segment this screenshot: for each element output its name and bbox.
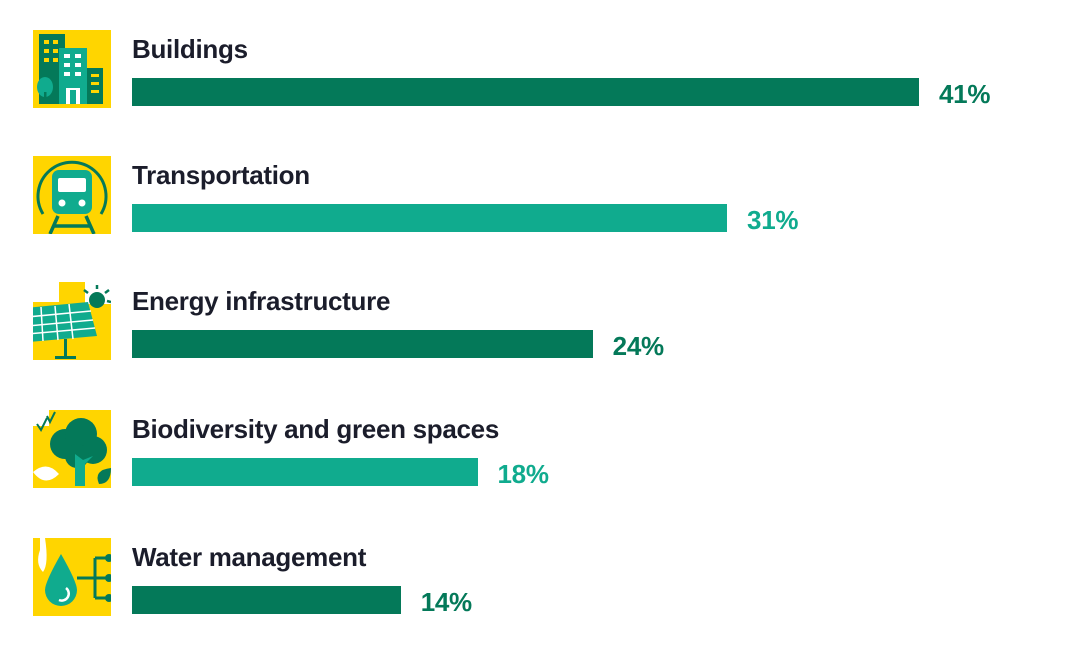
- bar-water-management: [132, 586, 401, 614]
- bar-energy-infrastructure: [132, 330, 593, 358]
- tree-icon: [33, 410, 111, 488]
- category-label: Water management: [132, 542, 367, 572]
- bar-row-energy-infrastructure: Energy infrastructure 24%: [0, 282, 1074, 392]
- category-label: Buildings: [132, 34, 248, 64]
- value-label-water-management: 14%: [420, 587, 472, 617]
- bar-biodiversity-and-green-spaces: [132, 458, 478, 486]
- value-label-buildings: 41%: [939, 79, 991, 109]
- bar-row-biodiversity-and-green-spaces: Biodiversity and green spaces 18%: [0, 410, 1074, 520]
- buildings-icon: [33, 30, 111, 108]
- solar-panel-icon: [33, 282, 111, 360]
- train-icon: [33, 156, 111, 234]
- bar-transportation: [132, 204, 728, 232]
- water-drop-icon: [33, 538, 111, 616]
- bar-row-transportation: Transportation 31%: [0, 156, 1074, 266]
- value-label-biodiversity-and-green-spaces: 18%: [497, 459, 549, 489]
- category-label: Energy infrastructure: [132, 286, 391, 316]
- category-label: Transportation: [132, 160, 310, 190]
- value-label-energy-infrastructure: 24%: [612, 331, 664, 361]
- category-label: Biodiversity and green spaces: [132, 414, 500, 444]
- bar-row-buildings: Buildings 41%: [0, 30, 1074, 140]
- value-label-transportation: 31%: [747, 205, 799, 235]
- bar-buildings: [132, 78, 919, 106]
- bar-row-water-management: Water management 14%: [0, 538, 1074, 648]
